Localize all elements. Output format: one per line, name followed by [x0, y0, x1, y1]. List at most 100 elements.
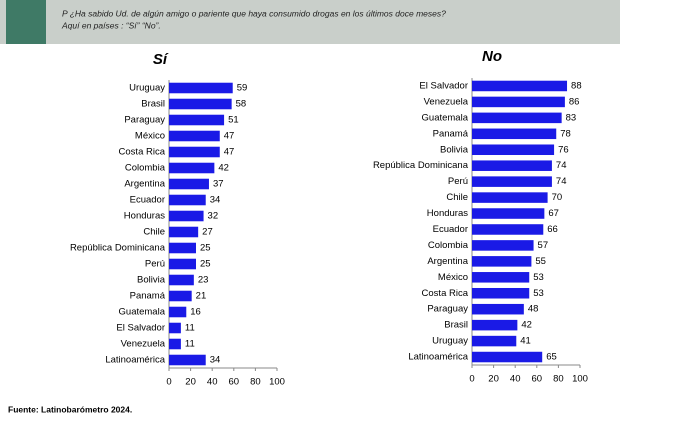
bar [169, 98, 232, 110]
header-square [6, 0, 46, 44]
category-label: El Salvador [419, 80, 468, 91]
value-label: 16 [190, 307, 201, 318]
bar [169, 178, 209, 190]
category-label: Latinoamérica [105, 355, 165, 366]
value-label: 55 [535, 256, 546, 267]
bar [169, 258, 196, 270]
bar [169, 194, 206, 206]
bar [169, 82, 233, 94]
bar [169, 338, 181, 350]
value-label: 27 [202, 227, 213, 238]
bar [169, 210, 204, 222]
x-tick-label: 0 [469, 374, 474, 385]
category-label: Bolivia [440, 144, 469, 155]
value-label: 34 [210, 195, 221, 206]
bar [169, 290, 192, 302]
category-label: Panamá [433, 128, 469, 139]
category-label: República Dominicana [373, 160, 469, 171]
category-label: República Dominicana [70, 243, 166, 254]
category-label: Venezuela [121, 339, 166, 350]
x-tick-label: 60 [229, 377, 240, 388]
value-label: 42 [218, 163, 229, 174]
value-label: 21 [196, 291, 207, 302]
value-label: 51 [228, 115, 239, 126]
category-label: Venezuela [424, 96, 469, 107]
x-tick-label: 40 [510, 374, 521, 385]
bar [169, 322, 181, 334]
value-label: 59 [237, 83, 248, 94]
x-tick-label: 80 [553, 374, 564, 385]
category-label: Perú [145, 259, 165, 270]
value-label: 53 [533, 288, 544, 299]
value-label: 78 [560, 128, 571, 139]
header-subtitle: Aquí en países : “Sí” “No”. [61, 20, 161, 30]
category-label: Costa Rica [119, 147, 166, 158]
value-label: 53 [533, 272, 544, 283]
bar [472, 176, 552, 187]
value-label: 86 [569, 96, 580, 107]
value-label: 34 [210, 355, 221, 366]
category-label: Bolivia [137, 275, 166, 286]
bar [169, 274, 194, 286]
bar [472, 303, 524, 315]
bar [472, 128, 557, 140]
header-question: P ¿Ha sabido Ud. de algún amigo o parien… [62, 8, 446, 18]
value-label: 83 [566, 112, 577, 123]
source: Fuente: Latinobarómetro 2024. [8, 404, 132, 414]
bar [169, 354, 206, 366]
x-tick-label: 40 [207, 377, 218, 388]
bar [472, 287, 530, 299]
value-label: 58 [236, 99, 247, 110]
x-tick-label: 100 [269, 377, 285, 388]
category-label: México [438, 272, 468, 283]
bar [169, 146, 220, 158]
value-label: 76 [558, 144, 569, 155]
value-label: 67 [548, 208, 559, 219]
value-label: 41 [520, 336, 531, 347]
value-label: 70 [552, 192, 563, 203]
value-label: 32 [208, 211, 219, 222]
category-label: Argentina [124, 179, 165, 190]
bar [472, 351, 543, 363]
value-label: 74 [556, 160, 567, 171]
value-label: 47 [224, 131, 235, 142]
category-label: Paraguay [427, 304, 468, 315]
bar [472, 160, 552, 171]
bar [472, 256, 532, 267]
bar [472, 80, 568, 92]
category-label: El Salvador [116, 323, 165, 334]
bar [472, 192, 548, 203]
category-label: Honduras [124, 211, 165, 222]
bar [169, 114, 225, 126]
category-label: Ecuador [130, 195, 165, 206]
category-label: Uruguay [432, 336, 468, 347]
value-label: 88 [571, 80, 582, 91]
category-label: Brasil [141, 99, 165, 110]
category-label: Colombia [428, 240, 469, 251]
category-label: Ecuador [433, 224, 468, 235]
bar [169, 306, 187, 318]
category-label: Brasil [444, 320, 468, 331]
category-label: México [135, 131, 165, 142]
x-tick-label: 60 [532, 374, 543, 385]
value-label: 42 [521, 320, 532, 331]
value-label: 25 [200, 259, 211, 270]
bar [169, 130, 220, 142]
category-label: Panamá [130, 291, 166, 302]
bar [472, 144, 555, 156]
x-tick-label: 0 [166, 377, 171, 388]
category-label: Perú [448, 176, 468, 187]
x-tick-label: 20 [488, 374, 499, 385]
category-label: Guatemala [422, 112, 469, 123]
bar [472, 272, 530, 283]
category-label: Uruguay [129, 83, 165, 94]
category-label: Colombia [125, 163, 166, 174]
bar [169, 162, 215, 174]
category-label: Latinoamérica [408, 352, 468, 363]
x-tick-label: 100 [572, 374, 588, 385]
value-label: 23 [198, 275, 209, 286]
value-label: 74 [556, 176, 567, 187]
chart-title: Sí [153, 51, 169, 68]
value-label: 57 [538, 240, 549, 251]
